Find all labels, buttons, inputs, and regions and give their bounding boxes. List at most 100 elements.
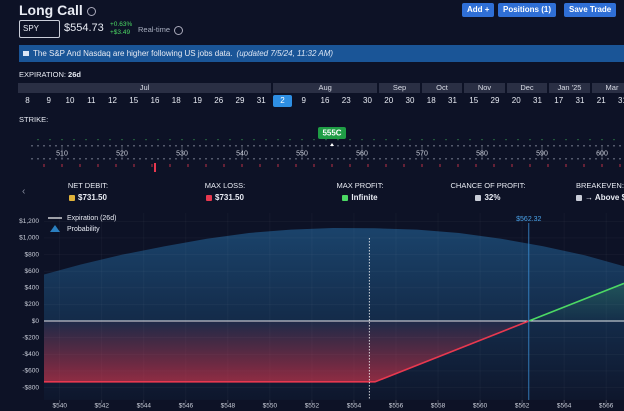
news-banner[interactable]: The S&P And Nasdaq are higher following … (19, 45, 624, 62)
info-icon[interactable] (86, 6, 96, 16)
date[interactable]: 10 (65, 96, 75, 105)
strike-dot (433, 158, 435, 160)
date[interactable]: 17 (554, 96, 564, 105)
date[interactable]: 12 (108, 96, 117, 105)
date[interactable]: 31 (448, 96, 457, 105)
strike-dot (601, 164, 603, 167)
stat-label: CHANCE OF PROFIT: (450, 181, 526, 190)
month-label: Oct (421, 83, 463, 93)
date[interactable]: 9 (301, 96, 306, 105)
x-tick-label: $552 (305, 403, 320, 410)
strike-dot (277, 164, 279, 167)
date[interactable]: 20 (511, 96, 521, 105)
strike-dot (61, 139, 63, 141)
date[interactable]: 20 (384, 96, 394, 105)
info-icon[interactable] (174, 25, 184, 35)
strike-dot (565, 139, 567, 141)
date[interactable]: 18 (426, 96, 436, 105)
strike-dot (337, 158, 339, 160)
strike-dot (253, 139, 255, 141)
month-label: Aug (273, 83, 378, 93)
stat: BREAKEVEN: → Above $562.32 (576, 181, 624, 202)
strike-dot (31, 145, 33, 147)
date[interactable]: 2 (273, 95, 292, 107)
strike-dot (295, 158, 297, 160)
add-button[interactable]: Add + (462, 3, 495, 17)
date[interactable]: 30 (363, 96, 372, 105)
date[interactable]: 8 (25, 96, 30, 105)
date[interactable]: 21 (596, 96, 606, 105)
strike-dot (301, 158, 303, 160)
strike-dot (187, 158, 189, 160)
strike-dot (301, 145, 303, 147)
date[interactable]: 31 (575, 96, 585, 105)
date[interactable]: 23 (341, 96, 351, 105)
x-tick-label: $544 (137, 403, 152, 410)
x-tick-label: $562 (515, 403, 530, 410)
strike-dot (121, 145, 123, 147)
strike-dot (553, 145, 555, 147)
date[interactable]: 18 (171, 96, 181, 105)
strike-dot (145, 139, 147, 141)
strike-dot (163, 158, 165, 160)
date[interactable]: 31 (533, 96, 542, 105)
strike-dot (307, 158, 309, 160)
date[interactable]: 16 (150, 96, 160, 105)
strike-dot (331, 164, 333, 167)
strike-dot (319, 145, 321, 147)
strike-dot (415, 145, 417, 147)
strike-dot (607, 158, 609, 160)
y-tick-label: -$600 (22, 368, 39, 375)
strike-dot (283, 145, 285, 147)
selected-strike-tag (318, 127, 346, 139)
x-tick-label: $550 (263, 403, 278, 410)
strike-dot (385, 145, 387, 147)
strike-dot (385, 139, 387, 141)
strike-label: 560 (356, 150, 368, 157)
strike-dot (343, 158, 345, 160)
date[interactable]: 30 (405, 96, 415, 105)
strike-dot (199, 145, 201, 147)
strike-dot (271, 158, 273, 160)
save-button[interactable]: Save Trade (564, 3, 617, 17)
strike-dot (517, 139, 519, 141)
date[interactable]: 31 (256, 96, 266, 105)
strike-dot (421, 158, 423, 160)
strategy-title: Long Call (19, 2, 96, 18)
date[interactable]: 9 (46, 96, 51, 105)
symbol-input[interactable]: SPY (19, 20, 60, 38)
strike-dot (511, 145, 513, 147)
strike-dot (169, 145, 171, 147)
strike-dot (619, 145, 621, 147)
date[interactable]: 15 (469, 96, 479, 105)
strike-dot (79, 164, 81, 167)
date[interactable]: 16 (320, 96, 330, 105)
title-text: Long Call (19, 2, 83, 18)
strike-dot (151, 145, 153, 147)
x-tick-label: $566 (599, 403, 614, 410)
positions-button[interactable]: Positions (1) (498, 3, 557, 17)
strike-dot (121, 139, 123, 141)
prev-arrow[interactable]: ‹ (22, 186, 26, 197)
date[interactable]: 26 (214, 96, 224, 105)
date[interactable]: 15 (129, 96, 139, 105)
payoff-chart: $1,200 $1,000 $800 $600 $400 $200 $0 -$200 -$400… (19, 213, 624, 410)
strike-dot (241, 164, 243, 167)
strike-dot (31, 158, 33, 160)
strike-dot (181, 139, 183, 141)
date[interactable]: 11 (87, 96, 96, 105)
date[interactable]: 29 (490, 96, 500, 105)
strike-dot (55, 145, 57, 147)
date[interactable]: 19 (193, 96, 202, 105)
strike-dot (127, 145, 129, 147)
strike-dot (589, 158, 591, 160)
strike-dot (475, 164, 477, 167)
strike-dot (313, 158, 315, 160)
strike-dot (283, 158, 285, 160)
strike-label: 550 (296, 150, 308, 157)
date[interactable]: 31 (618, 96, 624, 105)
strike-dot (451, 145, 453, 147)
strike-dot (475, 158, 477, 160)
date[interactable]: 29 (235, 96, 245, 105)
